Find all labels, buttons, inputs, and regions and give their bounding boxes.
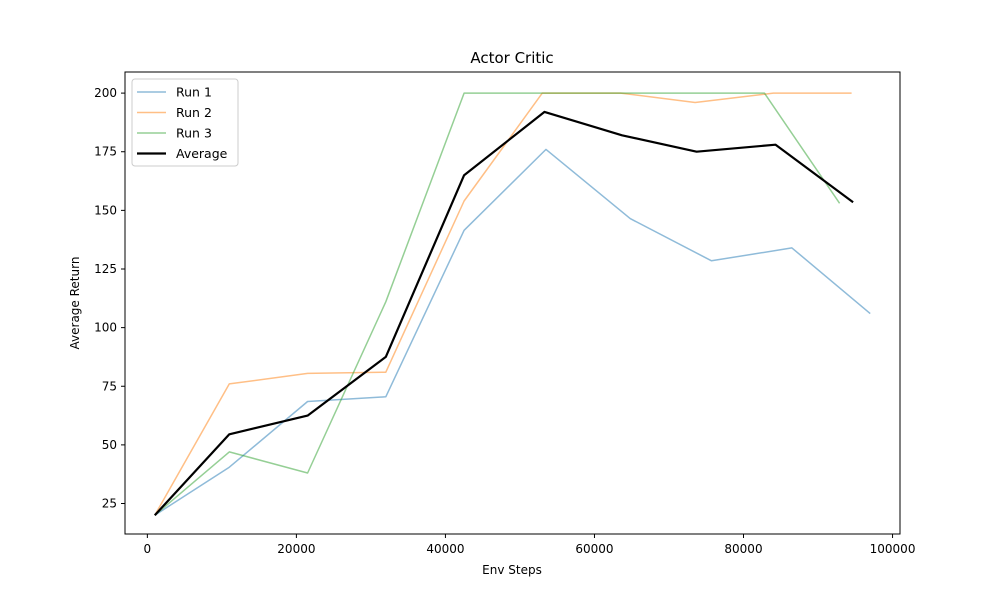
x-axis-label: Env Steps bbox=[482, 563, 542, 577]
x-tick-label: 80000 bbox=[724, 542, 762, 556]
series-line-average bbox=[153, 110, 854, 516]
plot-background bbox=[125, 72, 900, 534]
y-tick-label: 150 bbox=[94, 203, 117, 217]
legend-label-run-3: Run 3 bbox=[176, 126, 212, 141]
x-tick-label: 100000 bbox=[870, 542, 916, 556]
series-line-run-1 bbox=[154, 148, 871, 516]
x-axis-ticks: 0 20000 40000 60000 80000 100000 bbox=[144, 534, 916, 556]
x-tick-label: 40000 bbox=[426, 542, 464, 556]
y-tick-label: 125 bbox=[94, 262, 117, 276]
y-tick-label: 50 bbox=[102, 438, 117, 452]
y-tick-label: 25 bbox=[102, 497, 117, 511]
x-tick-label: 60000 bbox=[575, 542, 613, 556]
legend: Run 1 Run 2 Run 3 Average bbox=[131, 78, 239, 167]
x-tick-label: 20000 bbox=[277, 542, 315, 556]
y-tick-label: 75 bbox=[102, 379, 117, 393]
legend-label-run-2: Run 2 bbox=[176, 105, 212, 120]
y-tick-label: 175 bbox=[94, 145, 117, 159]
series-line-run-3 bbox=[154, 92, 841, 516]
series-layer bbox=[153, 92, 871, 516]
legend-label-average: Average bbox=[176, 146, 228, 161]
y-tick-label: 100 bbox=[94, 321, 117, 335]
x-tick-label: 0 bbox=[144, 542, 152, 556]
series-line-run-2 bbox=[154, 92, 852, 516]
chart-title: Actor Critic bbox=[470, 49, 553, 67]
y-axis-label: Average Return bbox=[68, 257, 82, 350]
y-tick-label: 200 bbox=[94, 86, 117, 100]
legend-label-run-1: Run 1 bbox=[176, 85, 212, 100]
legend-frame bbox=[131, 78, 239, 167]
y-axis-ticks: 25 50 75 100 125 150 175 200 bbox=[94, 86, 125, 511]
plot-frame bbox=[124, 71, 901, 535]
